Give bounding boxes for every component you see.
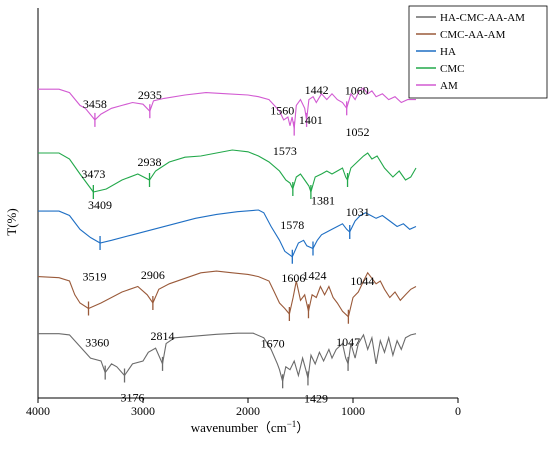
x-tick-label-1000: 1000 — [341, 404, 365, 418]
peak-label-cmc-1401: 1401 — [299, 113, 323, 127]
legend-label-ha: HA — [440, 46, 456, 58]
peak-label-am-3458: 3458 — [83, 97, 107, 111]
x-tick-label-0: 0 — [455, 404, 461, 418]
peak-label-cmc-aa-am-1044: 1044 — [350, 274, 374, 288]
annotation-layer: 3458 2935 1560 1442 1060 1401 1052 3473 2938 1573… — [81, 83, 374, 405]
legend-label-am: AM — [440, 80, 458, 92]
series-line-cmc-aa-am — [37, 270, 417, 318]
peak-label-cmc-1052: 1052 — [346, 125, 370, 139]
x-axis-label-main: wavenumber（cm — [191, 420, 287, 435]
x-tick-layer: 4000 3000 2000 1000 0 — [26, 398, 461, 418]
peak-label-ha-cmc-aa-am-1670: 1670 — [261, 336, 285, 350]
peak-label-ha-cmc-aa-am-1429: 1429 — [304, 391, 328, 405]
peak-label-am-1442: 1442 — [305, 83, 329, 97]
peak-label-am-1060: 1060 — [345, 83, 369, 97]
peak-label-ha-cmc-aa-am-3176: 3176 — [121, 391, 145, 405]
peak-label-ha-1578: 1578 — [280, 218, 304, 232]
y-axis-label: T(%) — [4, 208, 19, 235]
legend-label-cmc-aa-am: CMC-AA-AM — [440, 29, 506, 41]
x-tick-label-3000: 3000 — [131, 404, 155, 418]
peak-label-cmc-aa-am-1606: 1606 — [281, 271, 305, 285]
series-line-cmc — [38, 149, 417, 194]
peak-label-am-1560: 1560 — [270, 104, 294, 118]
legend-label-cmc: CMC — [440, 63, 464, 75]
x-axis-label: wavenumber（cm−1） — [191, 419, 310, 435]
x-tick-label-4000: 4000 — [26, 404, 50, 418]
peak-label-ha-cmc-aa-am-1047: 1047 — [336, 335, 360, 349]
peak-label-ha-cmc-aa-am-2814: 2814 — [151, 329, 175, 343]
peak-label-cmc-3473: 3473 — [81, 167, 105, 181]
peak-label-cmc-2938: 2938 — [138, 155, 162, 169]
peak-label-cmc-aa-am-3519: 3519 — [83, 270, 107, 284]
legend: HA-CMC-AA-AM CMC-AA-AM HA CMC AM — [408, 5, 548, 99]
peak-label-ha-cmc-aa-am-3360: 3360 — [85, 336, 109, 350]
x-axis-label-close: ） — [296, 420, 309, 435]
legend-label-ha-cmc-aa-am: HA-CMC-AA-AM — [440, 12, 525, 24]
peak-label-am-2935: 2935 — [138, 88, 162, 102]
marker-layer — [87, 101, 351, 389]
peak-label-ha-1031: 1031 — [346, 205, 370, 219]
peak-label-cmc-aa-am-1424: 1424 — [302, 268, 326, 282]
peak-label-cmc-1573: 1573 — [273, 144, 297, 158]
peak-label-ha-3409: 3409 — [88, 198, 112, 212]
series-line-ha-cmc-aa-am — [38, 332, 417, 382]
peak-label-ha-1381: 1381 — [311, 194, 335, 208]
series-line-ha — [38, 209, 417, 258]
x-tick-label-2000: 2000 — [236, 404, 260, 418]
peak-label-cmc-aa-am-2906: 2906 — [141, 268, 165, 282]
legend-box — [408, 5, 548, 99]
x-axis-label-sup: −1 — [287, 419, 297, 429]
